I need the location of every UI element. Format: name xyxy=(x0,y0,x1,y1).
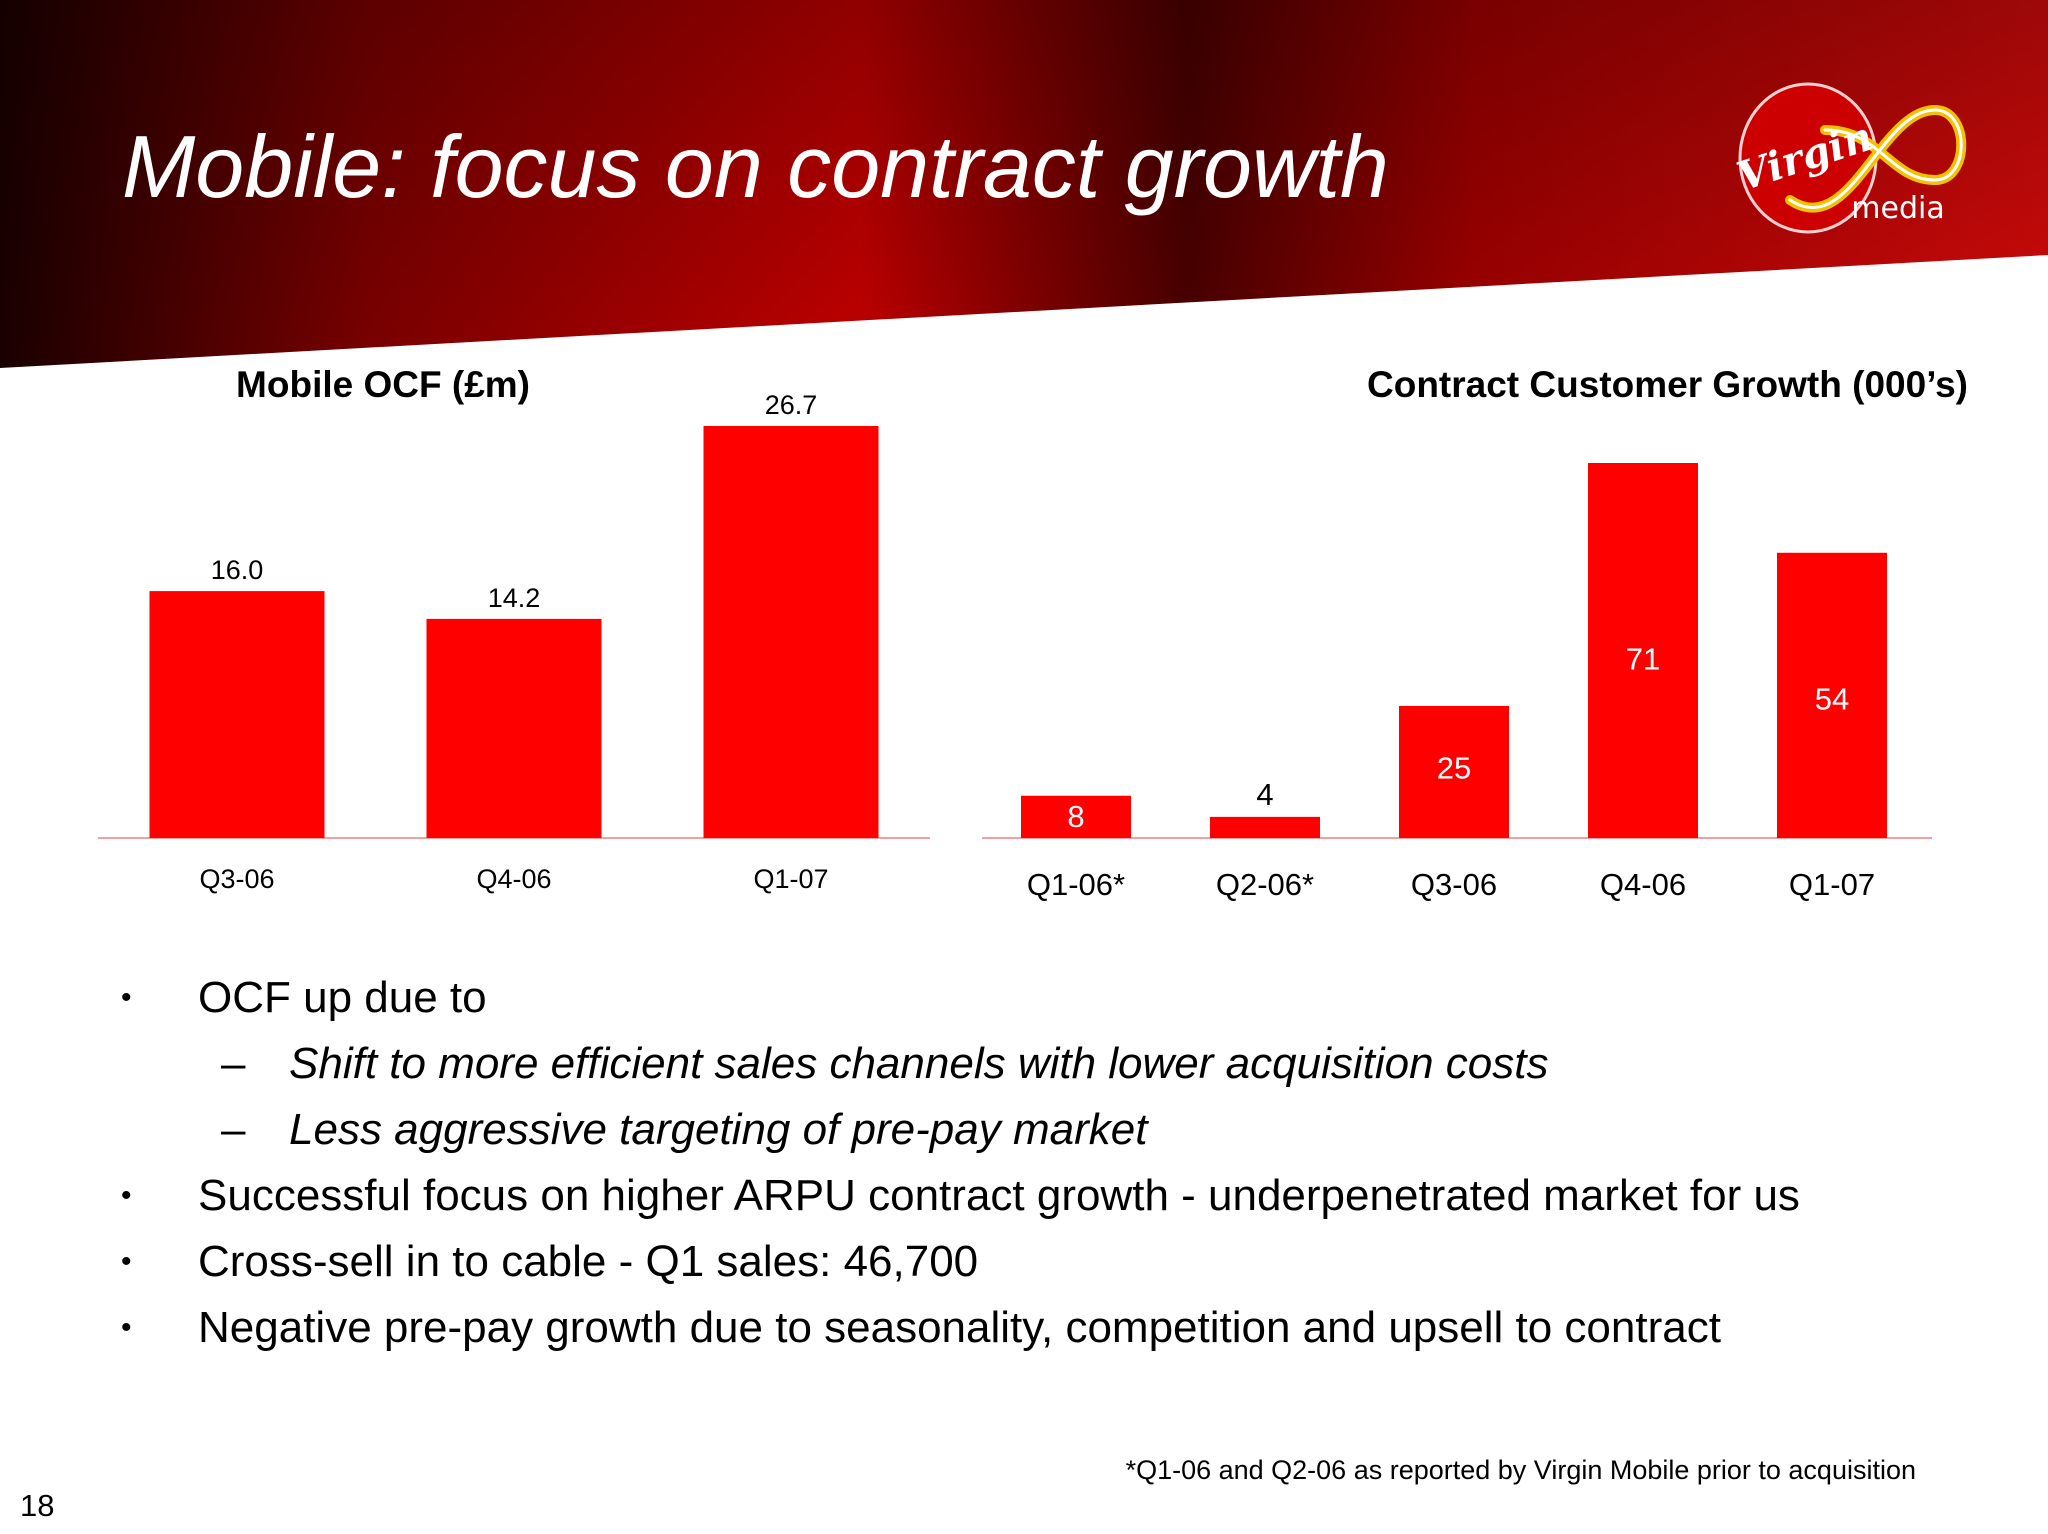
bullet-item: • Successful focus on higher ARPU contrac… xyxy=(115,1163,2015,1229)
bullet-item: • OCF up due to xyxy=(115,965,2015,1031)
virgin-media-logo: Virgin media xyxy=(1732,82,1967,234)
bar xyxy=(1399,705,1509,838)
logo-text: media xyxy=(1851,191,1944,226)
bar xyxy=(1021,795,1131,838)
bullet-marker: • xyxy=(121,1311,132,1344)
bullet-marker: • xyxy=(121,981,132,1014)
bullet-item: • Cross-sell in to cable - Q1 sales: 46,7… xyxy=(115,1229,2015,1295)
value-label: 14.2 xyxy=(488,583,541,613)
bullet-text: Less aggressive targeting of pre-pay mar… xyxy=(289,1105,1148,1154)
value-label: 71 xyxy=(1626,641,1660,676)
bullet-marker: • xyxy=(121,1179,132,1212)
category-label: Q4-06 xyxy=(476,864,551,894)
category-label: Q4-06 xyxy=(1600,867,1686,902)
bullet-text: Successful focus on higher ARPU contract… xyxy=(198,1171,1800,1220)
category-label: Q1-07 xyxy=(1789,867,1875,902)
bullet-text: OCF up due to xyxy=(198,973,487,1022)
bullet-text: Shift to more efficient sales channels w… xyxy=(289,1039,1549,1088)
bullet-list: • OCF up due to – Shift to more efficient s… xyxy=(115,965,2015,1361)
sub-bullet-item: – Shift to more efficient sales channels … xyxy=(115,1031,2015,1097)
sub-bullet-item: – Less aggressive targeting of pre-pay ma… xyxy=(115,1097,2015,1163)
category-label: Q3-06 xyxy=(199,864,274,894)
category-label: Q1-07 xyxy=(753,864,828,894)
bullet-marker: – xyxy=(221,1039,246,1088)
bar xyxy=(703,426,879,838)
bar xyxy=(1777,552,1887,838)
category-label: Q1-06* xyxy=(1027,867,1125,902)
bar xyxy=(426,618,602,838)
bullet-text: Cross-sell in to cable - Q1 sales: 46,70… xyxy=(198,1237,979,1286)
value-label: 54 xyxy=(1815,682,1849,717)
bullet-text: Negative pre-pay growth due to seasonali… xyxy=(198,1303,1721,1352)
value-label: 16.0 xyxy=(211,555,264,585)
bullet-item: • Negative pre-pay growth due to seasonal… xyxy=(115,1295,2015,1361)
bar xyxy=(1588,463,1698,838)
value-label: 4 xyxy=(1256,777,1273,812)
value-label: 8 xyxy=(1067,799,1084,834)
footnote: *Q1-06 and Q2-06 as reported by Virgin M… xyxy=(1125,1455,1916,1485)
category-label: Q2-06* xyxy=(1216,867,1314,902)
page-number: 18 xyxy=(20,1488,55,1523)
chart-title: Contract Customer Growth (000’s) xyxy=(1367,364,1968,405)
mobile-ocf-chart: Mobile OCF (£m) 16.0 Q3-06 14.2 Q4-06 26.7 Q1-… xyxy=(98,364,930,894)
category-label: Q3-06 xyxy=(1411,867,1497,902)
bar xyxy=(149,591,325,838)
chart-title: Mobile OCF (£m) xyxy=(236,364,530,405)
slide-title: Mobile: focus on contract growth xyxy=(122,117,1389,216)
value-label: 26.7 xyxy=(765,390,818,420)
header-banner xyxy=(0,0,2048,368)
bullet-marker: • xyxy=(121,1245,132,1278)
bar xyxy=(1210,816,1320,838)
bullet-marker: – xyxy=(221,1105,246,1154)
value-label: 25 xyxy=(1437,751,1471,786)
contract-customer-growth-chart: Contract Customer Growth (000’s) 8 Q1-06* 4… xyxy=(982,364,1968,902)
